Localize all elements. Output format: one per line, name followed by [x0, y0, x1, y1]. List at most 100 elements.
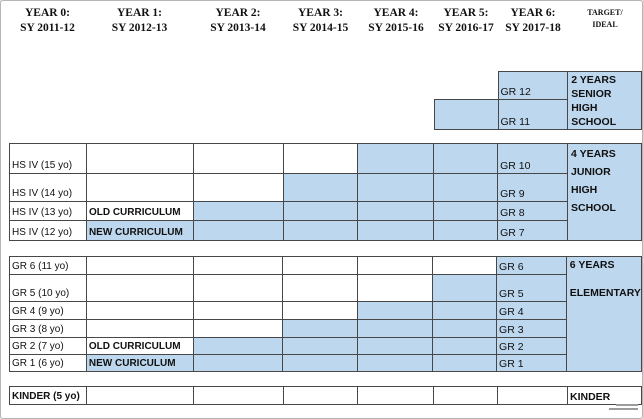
cohort-cell [282, 220, 359, 241]
cohort-cell [192, 386, 284, 405]
cohort-cell [192, 143, 284, 174]
cohort-cell [432, 274, 498, 302]
row-label-gr2: GR 2 (7 yo) [9, 337, 87, 355]
cohort-cell [432, 337, 498, 355]
header-year-0-line2: SY 2011-12 [20, 22, 75, 34]
cohort-cell [85, 319, 194, 338]
row-label-hs15: HS IV (15 yo) [9, 143, 87, 174]
cohort-cell [357, 143, 435, 174]
header-year-6-line2: SY 2017-18 [505, 22, 561, 34]
corner-mark-bottom [609, 408, 638, 410]
row-label-gr6: GR 6 (11 yo) [9, 256, 87, 275]
cohort-cell [282, 354, 358, 372]
header-year-2-line1: YEAR 2: [215, 7, 261, 19]
target-elementary-line1: 6 YEARS [569, 259, 615, 271]
year-header-row: YEAR 0: SY 2011-12 YEAR 1: SY 2012-13 YE… [9, 6, 642, 44]
elementary-block: GR 6 (11 yo) GR 6 6 YEARS ELEMENTARY GR … [9, 256, 642, 372]
header-year-1: YEAR 1: SY 2012-13 [86, 6, 193, 44]
cohort-cell [433, 201, 499, 221]
cohort-cell [432, 256, 498, 275]
row-label-hs12: HS IV (12 yo) [9, 220, 87, 241]
header-year-4: YEAR 4: SY 2015-16 [358, 6, 434, 44]
cell-gr2: GR 2 [496, 337, 567, 355]
target-senior-line1: 2 YEARS [571, 74, 616, 86]
cohort-cell [432, 301, 498, 320]
header-year-2: YEAR 2: SY 2013-14 [193, 6, 283, 44]
header-year-0: YEAR 0: SY 2011-12 [9, 6, 86, 44]
header-year-3-line1: YEAR 3: [297, 7, 344, 19]
row-label-hs14: HS IV (14 yo) [9, 173, 87, 202]
target-senior-line3: HIGH [571, 102, 598, 114]
cohort-cell [357, 201, 435, 221]
cohort-cell [433, 143, 499, 174]
row-label-gr5: GR 5 (10 yo) [9, 274, 87, 302]
cohort-cell [192, 319, 284, 338]
header-year-4-line1: YEAR 4: [373, 7, 419, 19]
header-year-5-line1: YEAR 5: [443, 7, 489, 19]
target-junior-high: 4 YEARS JUNIOR HIGH SCHOOL [567, 143, 642, 241]
header-year-3-line2: SY 2014-15 [292, 22, 349, 34]
old-curriculum-label: OLD CURRICULUM [85, 337, 194, 355]
header-target-line1: TARGET/ [587, 8, 623, 17]
row-label-gr3: GR 3 (8 yo) [9, 319, 87, 338]
row-label-gr1: GR 1 (6 yo) [9, 354, 87, 372]
cohort-cell [282, 256, 358, 275]
cohort-cell [85, 173, 194, 202]
cohort-cell [192, 256, 284, 275]
header-year-2-line2: SY 2013-14 [210, 22, 266, 34]
cohort-cell [282, 143, 359, 174]
cohort-cell [497, 386, 568, 405]
cohort-cell [282, 319, 358, 338]
cohort-cell [432, 319, 498, 338]
cohort-cell [432, 354, 498, 372]
cohort-cell [356, 354, 434, 372]
cell-gr3: GR 3 [496, 319, 567, 338]
cohort-cell [192, 173, 284, 202]
target-junior-line1: 4 YEARS [571, 148, 616, 160]
header-year-1-line1: YEAR 1: [116, 7, 163, 19]
cell-gr8: GR 8 [497, 201, 568, 221]
header-year-1-line2: SY 2012-13 [111, 22, 168, 34]
target-senior-line4: SCHOOL [571, 116, 617, 128]
row-label-kinder: KINDER (5 yo) [9, 386, 87, 405]
senior-high-block: GR 12 2 YEARS SENIOR HIGH SCHOOL GR 11 [434, 70, 642, 130]
cell-gr6: GR 6 [496, 256, 567, 275]
cell-gr9: GR 9 [497, 173, 568, 202]
target-senior-line2: SENIOR [571, 88, 612, 100]
target-junior-line2: JUNIOR [571, 166, 611, 178]
cohort-cell [356, 274, 434, 302]
cell-gr10: GR 10 [497, 143, 568, 174]
cohort-cell [282, 201, 359, 221]
cohort-cell [85, 274, 194, 302]
cohort-cell [357, 173, 435, 202]
cell-gr11: GR 11 [497, 99, 569, 130]
cohort-cell [434, 99, 499, 130]
cell-gr1: GR 1 [496, 354, 567, 372]
cohort-cell [85, 301, 194, 320]
cohort-cell [192, 274, 284, 302]
empty-cell [435, 72, 499, 100]
header-year-5-line2: SY 2016-17 [438, 22, 494, 34]
row-label-gr4: GR 4 (9 yo) [9, 301, 87, 320]
cohort-cell [282, 173, 359, 202]
cohort-cell [282, 274, 358, 302]
row-label-hs13: HS IV (13 yo) [9, 201, 87, 221]
cohort-cell [356, 256, 434, 275]
cell-gr7: GR 7 [497, 220, 568, 241]
target-junior-line3: HIGH [571, 184, 598, 196]
junior-high-block: HS IV (15 yo) GR 10 4 YEARS JUNIOR HIGH … [9, 143, 642, 241]
corner-mark-top [616, 404, 638, 406]
target-junior-line4: SCHOOL [571, 202, 616, 214]
header-year-4-line2: SY 2015-16 [368, 22, 424, 34]
cohort-cell [282, 386, 359, 405]
cohort-cell [192, 220, 284, 241]
cohort-cell [192, 337, 284, 355]
header-year-3: YEAR 3: SY 2014-15 [283, 6, 358, 44]
header-year-5: YEAR 5: SY 2016-17 [434, 6, 498, 44]
cohort-cell [282, 301, 358, 320]
cohort-cell [433, 386, 499, 405]
cell-gr5: GR 5 [496, 274, 567, 302]
cohort-cell [192, 201, 284, 221]
cohort-cell [356, 319, 434, 338]
cohort-cell [85, 143, 194, 174]
